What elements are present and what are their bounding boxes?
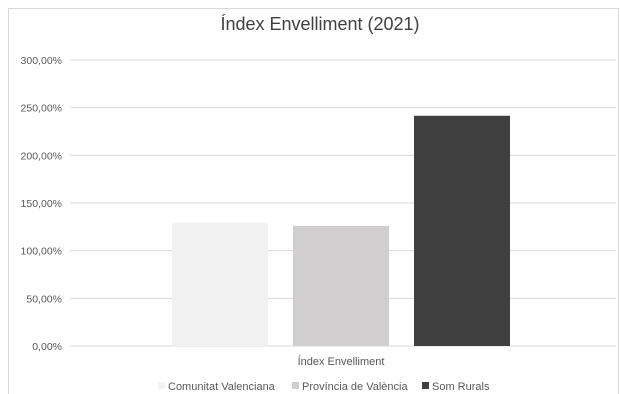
legend-label: Som Rurals — [432, 381, 490, 393]
y-tick-label: 250,00% — [21, 103, 62, 115]
y-tick-label: 200,00% — [21, 150, 62, 162]
legend-swatch — [422, 382, 429, 389]
x-category-label: Índex Envelliment — [298, 355, 385, 368]
y-tick-label: 300,00% — [21, 55, 62, 67]
legend-swatch — [158, 382, 165, 389]
bar-comunitat-valenciana — [172, 222, 268, 346]
bar-som-rurals — [414, 115, 510, 347]
y-tick-label: 0,00% — [32, 341, 62, 353]
y-tick-label: 150,00% — [21, 198, 62, 210]
y-tick-label: 100,00% — [21, 246, 62, 258]
y-tick-label: 50,00% — [26, 293, 62, 305]
legend-label: Província de València — [302, 381, 408, 393]
legend-swatch — [292, 382, 299, 389]
chart-title: Índex Envelliment (2021) — [220, 14, 420, 34]
bar-prov-ncia-de-val-ncia — [293, 225, 389, 346]
legend-label: Comunitat Valenciana — [168, 381, 276, 393]
